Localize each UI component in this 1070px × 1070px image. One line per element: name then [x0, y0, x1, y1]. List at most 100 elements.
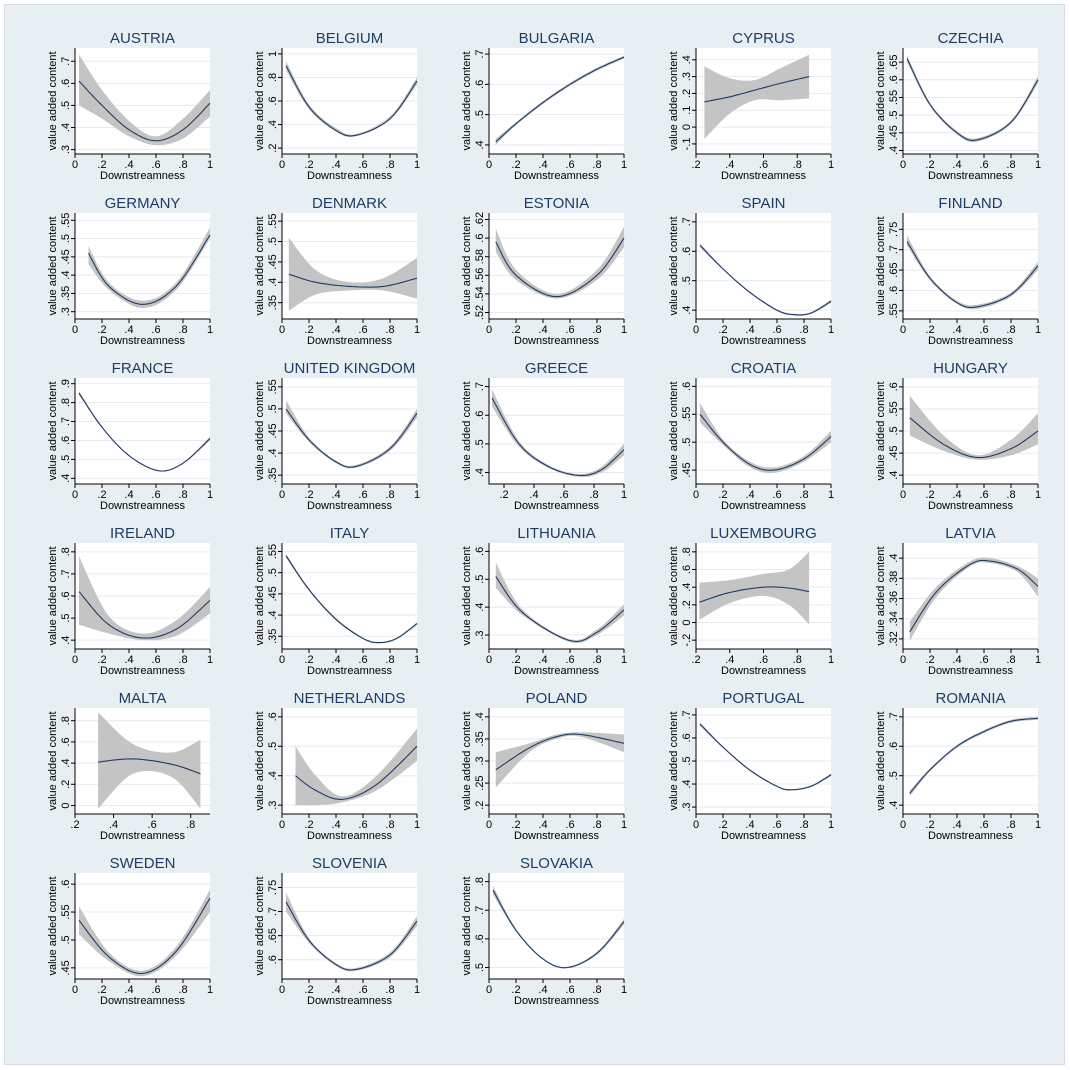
x-tick-label: .8	[793, 159, 802, 171]
y-tick-label: .3	[474, 630, 486, 639]
x-tick-label: 0	[693, 819, 699, 831]
y-tick-label: .4	[474, 712, 486, 721]
y-tick-label: .5	[474, 439, 486, 448]
fitted-line	[78, 591, 211, 639]
y-tick-label: .4	[888, 801, 900, 810]
y-tick-label: .4	[267, 120, 279, 129]
y-tick-label: .75	[267, 880, 279, 895]
y-tick-label: .6	[267, 96, 279, 105]
x-tick-label: 0	[900, 324, 906, 336]
plot-area	[903, 543, 1038, 649]
panel-luxembourg: .2 .4 .6 .8 1 -.2 0 .2 .4 .6 .8 LUXEMBOURG Downstrea…	[668, 525, 834, 677]
x-tick-label: .4	[124, 159, 133, 171]
x-tick-label: .8	[1006, 324, 1015, 336]
x-tick-label: .6	[358, 984, 367, 996]
y-tick-label: .45	[267, 586, 279, 601]
y-tick-label: .7	[474, 382, 486, 391]
y-tick-label: .55	[888, 401, 900, 416]
panel-title: CZECHIA	[938, 30, 1004, 47]
x-tick-label: .2	[97, 984, 106, 996]
x-tick-label: .4	[725, 654, 734, 666]
y-tick-label: .2	[681, 600, 693, 609]
x-tick-label: 0	[486, 324, 492, 336]
y-tick-label: 0	[60, 802, 72, 808]
x-tick-label: .8	[178, 654, 187, 666]
y-tick-label: .5	[60, 613, 72, 622]
y-tick-label: .45	[888, 125, 900, 140]
x-tick-label: .6	[151, 324, 160, 336]
y-tick-label: .6	[474, 411, 486, 420]
x-tick-label: .6	[151, 984, 160, 996]
y-tick-label: .7	[888, 712, 900, 721]
x-tick-label: 1	[1035, 489, 1041, 501]
x-tick-label: .8	[589, 489, 598, 501]
x-tick-label: 0	[279, 654, 285, 666]
x-tick-label: .6	[772, 489, 781, 501]
x-tick-label: .6	[772, 819, 781, 831]
y-axis-label: value added content	[47, 51, 59, 150]
y-tick-label: .3	[60, 307, 72, 316]
y-tick-label: 1	[267, 51, 279, 57]
y-tick-label: -.1	[681, 137, 693, 150]
x-tick-label: .4	[538, 984, 547, 996]
y-tick-label: .6	[267, 955, 279, 964]
x-tick-label: .4	[331, 489, 340, 501]
y-axis-label: value added content	[461, 381, 473, 480]
y-tick-label: .5	[888, 426, 900, 435]
x-tick-label: .6	[358, 654, 367, 666]
x-tick-label: .4	[529, 489, 538, 501]
x-tick-label: .4	[124, 324, 133, 336]
x-tick-label: 0	[486, 159, 492, 171]
x-tick-label: 0	[693, 324, 699, 336]
panel-title: GREECE	[525, 360, 588, 377]
x-tick-label: .2	[304, 489, 313, 501]
x-tick-label: .4	[538, 324, 547, 336]
x-tick-label: .8	[799, 489, 808, 501]
y-tick-label: .4	[60, 636, 72, 645]
x-tick-label: .2	[304, 159, 313, 171]
fitted-line	[492, 889, 625, 969]
x-tick-label: .2	[925, 159, 934, 171]
x-tick-label: .6	[979, 324, 988, 336]
x-tick-label: .2	[718, 489, 727, 501]
x-tick-label: .6	[565, 819, 574, 831]
panel-bulgaria: 0 .2 .4 .6 .8 1 .4 .5 .6 .7 BULGARIA Downstreamness…	[461, 30, 627, 182]
x-axis-label: Downstreamness	[514, 665, 599, 677]
panel-title: LITHUANIA	[517, 525, 595, 542]
y-axis-label: value added content	[668, 216, 680, 315]
fitted-line	[288, 273, 418, 288]
y-tick-label: .55	[267, 379, 279, 394]
x-tick-label: .8	[385, 324, 394, 336]
panel-latvia: 0 .2 .4 .6 .8 1 .32 .34 .36 .38 .4 LATVIA Downstream…	[875, 525, 1041, 677]
fitted-line	[285, 65, 418, 137]
y-tick-label: .4	[60, 759, 72, 768]
y-tick-label: .6	[474, 80, 486, 89]
x-tick-label: 0	[693, 489, 699, 501]
x-tick-label: 0	[279, 324, 285, 336]
y-tick-label: .45	[267, 254, 279, 269]
y-tick-label: .5	[888, 771, 900, 780]
x-tick-label: .2	[511, 984, 520, 996]
panel-portugal: 0 .2 .4 .6 .8 1 .3 .4 .5 .6 .7 PORTUGAL Downstreamne…	[668, 690, 834, 842]
x-tick-label: .8	[1006, 654, 1015, 666]
panel-lithuania: 0 .2 .4 .6 .8 1 .3 .4 .5 .6 LITHUANIA Downstreamnes…	[461, 525, 627, 677]
panel-title: BULGARIA	[519, 30, 595, 47]
x-tick-label: .4	[331, 159, 340, 171]
y-tick-label: .8	[267, 73, 279, 82]
y-axis-label: value added content	[875, 711, 887, 810]
x-tick-label: .8	[592, 324, 601, 336]
y-axis-label: value added content	[254, 51, 266, 150]
x-tick-label: .2	[925, 489, 934, 501]
y-tick-label: .4	[888, 554, 900, 563]
x-tick-label: 1	[414, 819, 420, 831]
x-tick-label: .4	[952, 654, 961, 666]
y-tick-label: .4	[681, 306, 693, 315]
panel-title: PORTUGAL	[722, 690, 804, 707]
y-tick-label: .55	[60, 213, 72, 228]
x-tick-label: .6	[151, 654, 160, 666]
x-tick-label: .4	[745, 489, 754, 501]
fitted-line	[906, 58, 1039, 141]
fitted-line	[495, 56, 625, 143]
x-tick-label: 1	[414, 654, 420, 666]
